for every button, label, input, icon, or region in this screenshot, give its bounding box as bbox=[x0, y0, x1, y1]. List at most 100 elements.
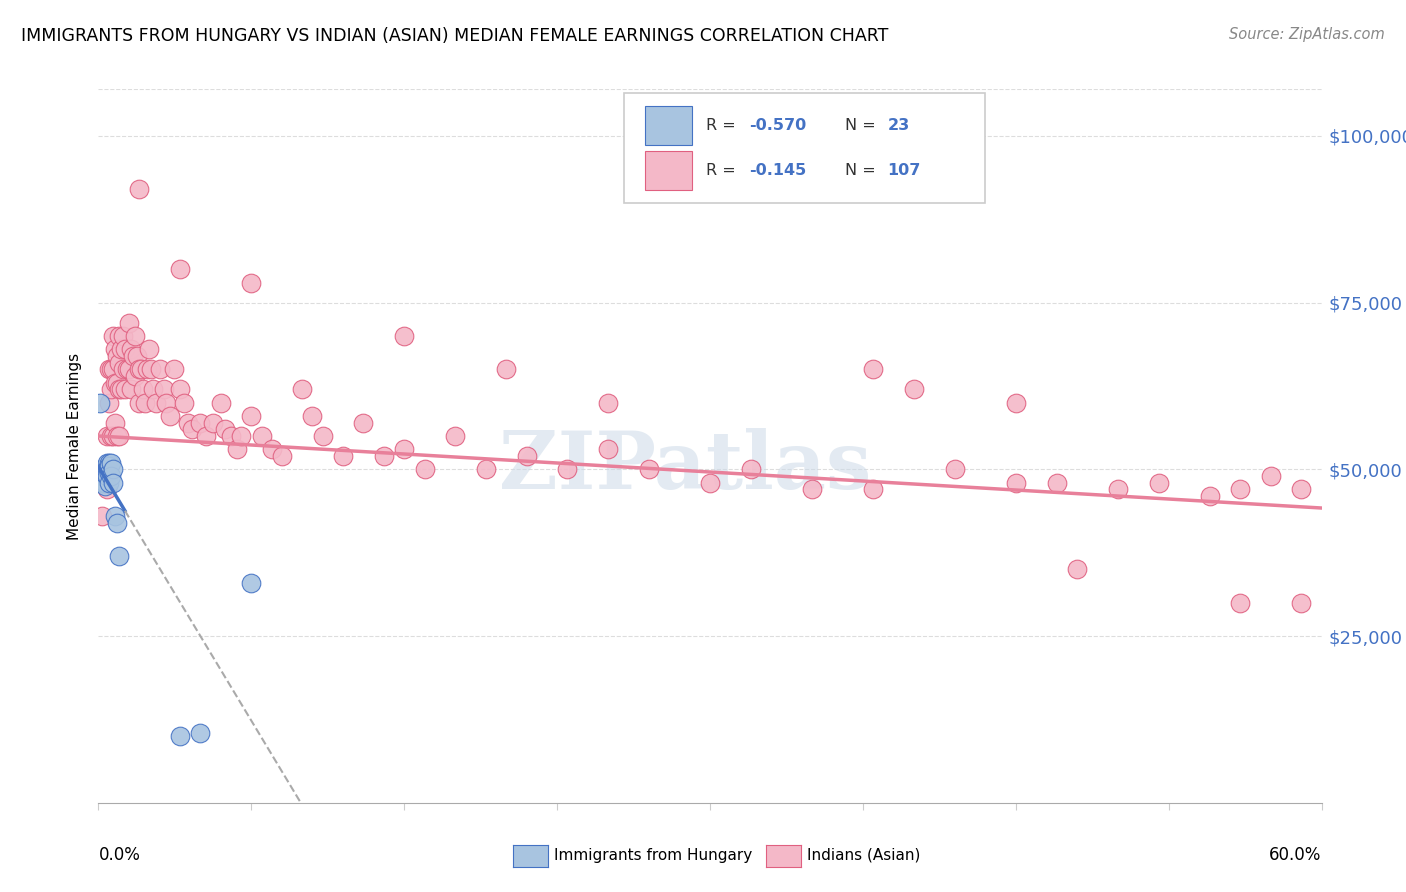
Point bbox=[638, 462, 661, 476]
Point bbox=[598, 395, 620, 409]
Point bbox=[226, 442, 249, 457]
Point bbox=[195, 429, 218, 443]
Point bbox=[444, 429, 467, 443]
Point bbox=[100, 382, 122, 396]
Point bbox=[111, 362, 134, 376]
Point bbox=[110, 343, 132, 357]
Text: R =: R = bbox=[706, 163, 741, 178]
Point bbox=[108, 429, 131, 443]
Point bbox=[100, 362, 122, 376]
Point bbox=[96, 429, 118, 443]
Point bbox=[122, 349, 145, 363]
Point bbox=[188, 725, 212, 739]
Point bbox=[159, 409, 181, 423]
Point bbox=[240, 409, 263, 423]
Point bbox=[903, 382, 925, 396]
Text: 0.0%: 0.0% bbox=[98, 846, 141, 863]
Text: N =: N = bbox=[845, 118, 880, 133]
Point bbox=[104, 376, 127, 390]
FancyBboxPatch shape bbox=[645, 151, 692, 191]
Point bbox=[141, 362, 163, 376]
Point bbox=[108, 382, 131, 396]
Text: 23: 23 bbox=[887, 118, 910, 133]
Point bbox=[105, 429, 128, 443]
Point bbox=[115, 362, 138, 376]
Point bbox=[163, 362, 186, 376]
Point bbox=[111, 329, 134, 343]
Point bbox=[495, 362, 517, 376]
Point bbox=[127, 349, 149, 363]
Point bbox=[240, 575, 263, 590]
Point bbox=[862, 362, 884, 376]
Point bbox=[91, 462, 114, 476]
Point bbox=[392, 442, 416, 457]
Point bbox=[108, 549, 131, 563]
Text: Indians (Asian): Indians (Asian) bbox=[807, 848, 921, 863]
Text: -0.570: -0.570 bbox=[749, 118, 807, 133]
Point bbox=[105, 376, 128, 390]
Text: 107: 107 bbox=[887, 163, 921, 178]
Point bbox=[332, 449, 354, 463]
Y-axis label: Median Female Earnings: Median Female Earnings bbox=[67, 352, 83, 540]
Point bbox=[101, 429, 124, 443]
Point bbox=[598, 442, 620, 457]
Point bbox=[132, 382, 155, 396]
Point bbox=[124, 329, 146, 343]
Point bbox=[128, 182, 150, 196]
Point bbox=[201, 416, 224, 430]
Text: Immigrants from Hungary: Immigrants from Hungary bbox=[554, 848, 752, 863]
Point bbox=[89, 395, 111, 409]
Point bbox=[97, 462, 120, 476]
Text: Source: ZipAtlas.com: Source: ZipAtlas.com bbox=[1229, 27, 1385, 42]
Point bbox=[96, 469, 118, 483]
Point bbox=[110, 382, 132, 396]
Point bbox=[114, 382, 136, 396]
Point bbox=[173, 395, 195, 409]
Point bbox=[209, 395, 232, 409]
Point bbox=[100, 469, 122, 483]
Point bbox=[270, 449, 294, 463]
Point bbox=[97, 395, 120, 409]
Point bbox=[124, 368, 146, 383]
Point bbox=[474, 462, 498, 476]
Text: ZIPatlas: ZIPatlas bbox=[499, 428, 872, 507]
Point bbox=[120, 343, 142, 357]
Point bbox=[1229, 596, 1251, 610]
Point bbox=[93, 462, 115, 476]
Point bbox=[101, 462, 124, 476]
Point bbox=[97, 456, 120, 470]
Point bbox=[373, 449, 395, 463]
Point bbox=[120, 382, 142, 396]
Point bbox=[1198, 489, 1220, 503]
Point bbox=[105, 349, 128, 363]
Point bbox=[413, 462, 436, 476]
Point bbox=[312, 429, 335, 443]
Point bbox=[152, 382, 174, 396]
Point bbox=[1291, 483, 1313, 497]
Point bbox=[128, 362, 150, 376]
Point bbox=[260, 442, 283, 457]
Point bbox=[149, 362, 172, 376]
Point bbox=[142, 382, 165, 396]
Point bbox=[862, 483, 884, 497]
FancyBboxPatch shape bbox=[624, 93, 986, 203]
FancyBboxPatch shape bbox=[645, 105, 692, 145]
Point bbox=[93, 469, 115, 483]
Point bbox=[97, 466, 120, 480]
Point bbox=[97, 458, 120, 473]
Point bbox=[104, 343, 127, 357]
Point bbox=[291, 382, 314, 396]
Point bbox=[104, 416, 127, 430]
Point bbox=[181, 422, 204, 436]
Point bbox=[1147, 475, 1170, 490]
Point bbox=[105, 516, 128, 530]
Point bbox=[138, 343, 160, 357]
Point bbox=[1291, 596, 1313, 610]
Point bbox=[188, 416, 212, 430]
Text: 60.0%: 60.0% bbox=[1270, 846, 1322, 863]
Text: IMMIGRANTS FROM HUNGARY VS INDIAN (ASIAN) MEDIAN FEMALE EARNINGS CORRELATION CHA: IMMIGRANTS FROM HUNGARY VS INDIAN (ASIAN… bbox=[21, 27, 889, 45]
Point bbox=[96, 483, 118, 497]
Point bbox=[100, 429, 122, 443]
Point bbox=[516, 449, 538, 463]
Point bbox=[943, 462, 966, 476]
